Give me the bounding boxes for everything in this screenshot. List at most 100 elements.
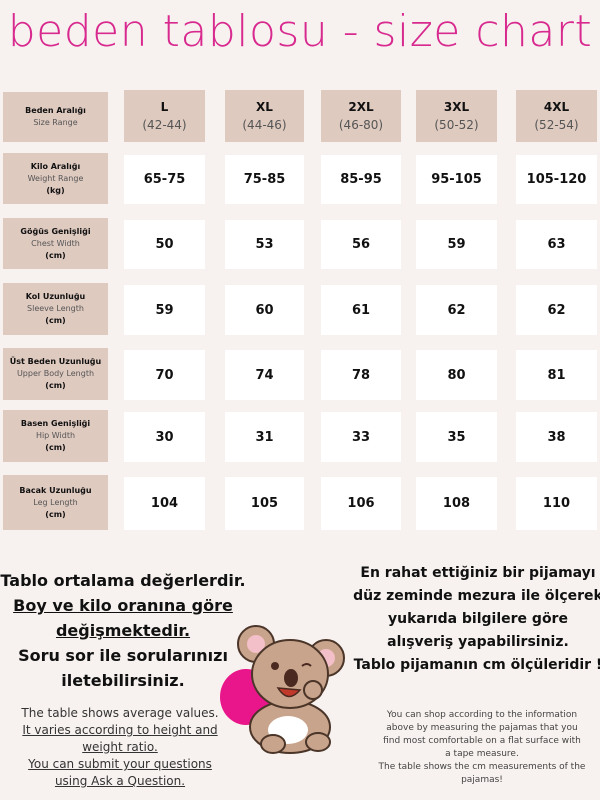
note-line: a tape measure. bbox=[445, 749, 519, 759]
label-tr: Göğüs Genişliği bbox=[20, 226, 91, 236]
note-line: weight ratio. bbox=[82, 740, 158, 754]
label-tr: Beden Aralığı bbox=[25, 106, 86, 115]
size-range: (44-46) bbox=[242, 118, 287, 132]
note-line: düz zeminde mezura ile ölçerek bbox=[353, 588, 600, 604]
label-unit: (cm) bbox=[45, 250, 66, 260]
cell-value: 59 bbox=[447, 237, 466, 252]
note-line: iletebilirsiniz. bbox=[61, 671, 185, 690]
table-cell: 60 bbox=[225, 285, 304, 335]
label-tr: Kol Uzunluğu bbox=[25, 292, 86, 301]
size-range: (50-52) bbox=[434, 118, 479, 132]
koala-illustration bbox=[220, 625, 345, 754]
table-cell: 106 bbox=[321, 477, 401, 530]
label-tr: Üst Beden Uzunluğu bbox=[9, 357, 102, 366]
table-cell: 63 bbox=[516, 220, 597, 269]
table-cell: 104 bbox=[124, 477, 205, 530]
cell-value: 110 bbox=[542, 496, 571, 511]
note-line: Boy ve kilo oranına göre bbox=[13, 596, 233, 615]
table-cell: 53 bbox=[225, 220, 304, 269]
right-note-en: You can shop according to the informatio… bbox=[362, 709, 600, 787]
cell-value: 56 bbox=[351, 237, 371, 252]
label-unit: (cm) bbox=[45, 443, 66, 452]
size-header-cell: 4XL (52-54) bbox=[516, 90, 597, 142]
size-range: (42-44) bbox=[142, 118, 187, 132]
label-unit: (cm) bbox=[45, 316, 66, 325]
note-line: The table shows average values. bbox=[21, 706, 219, 720]
note-line: Soru sor ile sorularınızı bbox=[18, 646, 228, 665]
table-cell: 74 bbox=[225, 350, 304, 400]
cell-value: 33 bbox=[351, 429, 371, 445]
label-en: Chest Width bbox=[31, 238, 80, 248]
size-header-cell: 3XL (50-52) bbox=[416, 90, 497, 142]
row-label: Göğüs Genişliği Chest Width (cm) bbox=[3, 218, 108, 269]
row-label: Kilo Aralığı Weight Range (kg) bbox=[3, 153, 108, 204]
cell-value: 35 bbox=[447, 429, 466, 445]
table-cell: 105-120 bbox=[516, 155, 597, 204]
table-cell: 62 bbox=[516, 285, 597, 335]
size-header-cell: L (42-44) bbox=[124, 90, 205, 142]
table-cell: 35 bbox=[416, 412, 497, 462]
cell-value: 53 bbox=[255, 237, 274, 252]
label-en: Size Range bbox=[33, 118, 78, 127]
label-en: Upper Body Length bbox=[16, 369, 95, 378]
table-cell: 110 bbox=[516, 477, 597, 530]
cell-value: 105-120 bbox=[526, 172, 587, 187]
header-label: Beden Aralığı Size Range bbox=[3, 92, 108, 142]
cell-value: 62 bbox=[547, 302, 566, 318]
cell-value: 59 bbox=[155, 302, 174, 318]
note-line: Tablo pijamanın cm ölçüleridir ! bbox=[353, 657, 600, 673]
note-line: En rahat ettiğiniz bir pijamayı bbox=[360, 565, 596, 581]
size-range: (52-54) bbox=[534, 118, 579, 132]
cell-value: 104 bbox=[150, 496, 179, 511]
table-cell: 30 bbox=[124, 412, 205, 462]
label-unit: (cm) bbox=[45, 381, 66, 390]
cell-value: 38 bbox=[547, 429, 566, 445]
row-label: Üst Beden Uzunluğu Upper Body Length (cm) bbox=[3, 348, 108, 400]
cell-value: 31 bbox=[255, 429, 274, 445]
note-line: yukarıda bilgilere göre bbox=[388, 611, 568, 627]
size-name: 2XL bbox=[348, 100, 374, 114]
cell-value: 95-105 bbox=[431, 172, 482, 187]
table-cell: 80 bbox=[416, 350, 497, 400]
table-cell: 65-75 bbox=[124, 155, 205, 204]
table-cell: 62 bbox=[416, 285, 497, 335]
label-tr: Bacak Uzunluğu bbox=[19, 485, 92, 495]
table-cell: 50 bbox=[124, 220, 205, 269]
label-en: Hip Width bbox=[35, 431, 76, 440]
left-note-en: The table shows average values. It varie… bbox=[0, 705, 240, 790]
cell-value: 65-75 bbox=[143, 172, 186, 187]
note-line: using Ask a Question. bbox=[54, 774, 186, 788]
note-line: Tablo ortalama değerlerdir. bbox=[0, 571, 246, 590]
cell-value: 30 bbox=[155, 429, 174, 445]
row-label: Kol Uzunluğu Sleeve Length (cm) bbox=[3, 283, 108, 335]
left-note-tr: Tablo ortalama değerlerdir. Boy ve kilo … bbox=[0, 568, 246, 693]
cell-value: 80 bbox=[447, 367, 466, 383]
size-name: L bbox=[160, 100, 169, 114]
table-cell: 70 bbox=[124, 350, 205, 400]
label-tr: Basen Genişliği bbox=[20, 419, 91, 428]
table-cell: 61 bbox=[321, 285, 401, 335]
cell-value: 50 bbox=[155, 237, 174, 252]
note-line: find most comfortable on a flat surface … bbox=[383, 736, 581, 746]
size-range: (46-80) bbox=[338, 118, 384, 132]
cell-value: 105 bbox=[250, 496, 279, 511]
table-cell: 31 bbox=[225, 412, 304, 462]
right-note-tr: En rahat ettiğiniz bir pijamayı düz zemi… bbox=[350, 562, 600, 677]
label-unit: (kg) bbox=[46, 185, 65, 195]
label-tr: Kilo Aralığı bbox=[30, 161, 81, 171]
cell-value: 60 bbox=[255, 302, 274, 318]
table-cell: 85-95 bbox=[321, 155, 401, 204]
note-line: pajamas! bbox=[461, 775, 503, 785]
label-en: Sleeve Length bbox=[27, 304, 84, 313]
table-cell: 59 bbox=[124, 285, 205, 335]
note-line: You can shop according to the informatio… bbox=[386, 710, 578, 720]
size-name: XL bbox=[256, 100, 273, 114]
size-header-cell: XL (44-46) bbox=[225, 90, 304, 142]
cell-value: 106 bbox=[347, 496, 375, 511]
table-cell: 95-105 bbox=[416, 155, 497, 204]
cell-value: 78 bbox=[351, 367, 371, 383]
table-cell: 75-85 bbox=[225, 155, 304, 204]
note-line: You can submit your questions bbox=[28, 757, 212, 771]
cell-value: 108 bbox=[442, 496, 471, 511]
note-line: alışveriş yapabilirsiniz. bbox=[387, 634, 569, 650]
